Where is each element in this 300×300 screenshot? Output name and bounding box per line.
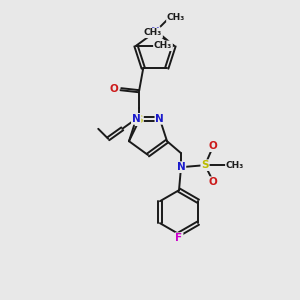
Text: S: S: [136, 115, 143, 125]
Text: N: N: [155, 114, 164, 124]
Text: O: O: [208, 141, 217, 151]
Text: CH₃: CH₃: [167, 13, 185, 22]
Text: S: S: [201, 160, 209, 170]
Text: O: O: [110, 84, 118, 94]
Text: CH₃: CH₃: [226, 161, 244, 170]
Text: N: N: [177, 162, 185, 172]
Text: CH₃: CH₃: [154, 41, 172, 50]
Text: N: N: [132, 114, 141, 124]
Text: N: N: [151, 27, 159, 37]
Text: CH₃: CH₃: [144, 28, 162, 37]
Text: F: F: [176, 233, 183, 243]
Text: O: O: [208, 177, 217, 187]
